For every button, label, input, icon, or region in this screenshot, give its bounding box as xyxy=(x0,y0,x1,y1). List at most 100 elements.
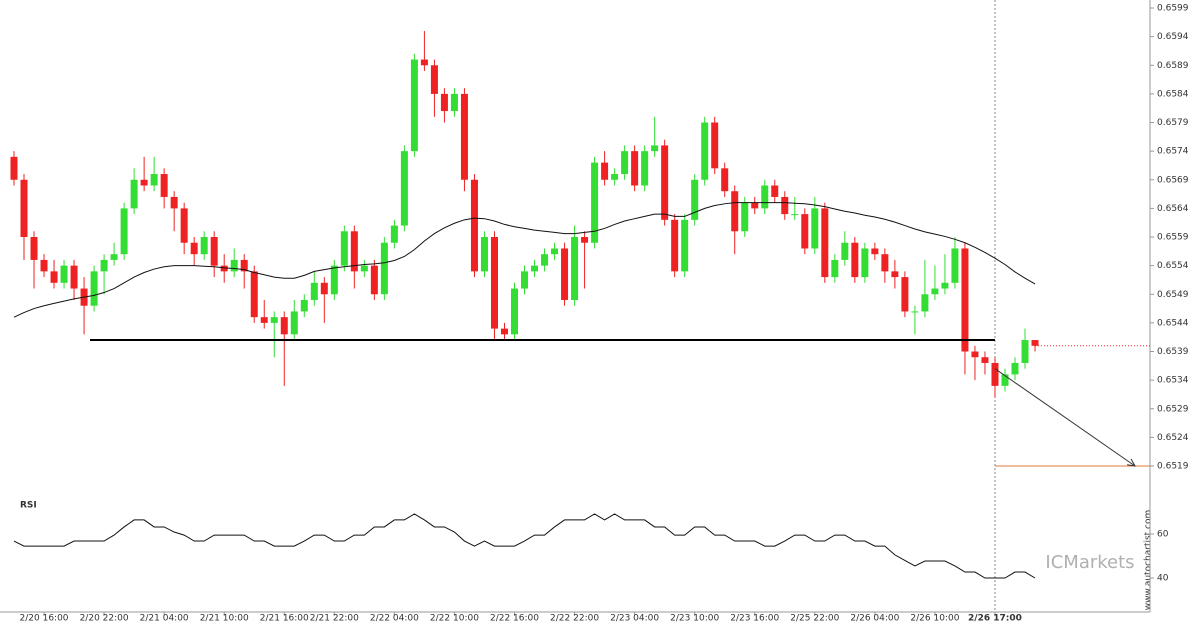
candle-body xyxy=(871,248,879,255)
candle-body xyxy=(611,174,619,180)
y-tick-label: 0.6544 xyxy=(1157,318,1189,328)
candle-body xyxy=(380,242,388,295)
candle-body xyxy=(641,151,649,186)
candle-body xyxy=(881,254,889,272)
candle-body xyxy=(561,248,569,300)
x-tick-label: 2/21 22:00 xyxy=(310,614,359,624)
y-tick-label: 0.6534 xyxy=(1157,376,1189,386)
candle-body xyxy=(661,145,669,220)
candle-body xyxy=(631,151,639,186)
x-tick-label: 2/25 22:00 xyxy=(790,614,839,624)
candle-body xyxy=(50,271,58,283)
x-tick-label: 2/23 16:00 xyxy=(730,614,779,624)
moving-average xyxy=(13,202,1036,318)
candle-body xyxy=(140,179,148,186)
candle-body xyxy=(971,351,979,358)
x-tick-label: 2/26 10:00 xyxy=(910,614,959,624)
y-tick-label: 0.6554 xyxy=(1157,261,1189,271)
candle-body xyxy=(320,282,328,295)
candle-body xyxy=(310,282,318,300)
candle-body xyxy=(330,265,338,295)
y-tick-label: 0.6559 xyxy=(1157,233,1189,243)
y-tick-label: 0.6599 xyxy=(1157,4,1189,14)
rsi-label: RSI xyxy=(20,501,37,511)
candle-body xyxy=(360,265,368,272)
candle-body xyxy=(390,225,398,243)
candle-body xyxy=(991,362,999,386)
candle-body xyxy=(190,242,198,255)
x-tick-label: 2/20 22:00 xyxy=(80,614,129,624)
candle-body xyxy=(70,265,78,289)
candle-body xyxy=(460,93,468,180)
candle-body xyxy=(721,168,729,192)
y-tick-label: 0.6579 xyxy=(1157,118,1189,128)
candle-body xyxy=(601,162,609,180)
arrow-head xyxy=(1127,458,1136,467)
rsi-line xyxy=(13,513,1036,579)
y-tick-label: 0.6589 xyxy=(1157,61,1189,71)
candle-body xyxy=(430,65,438,94)
candle-body xyxy=(60,265,68,283)
candle-body xyxy=(691,179,699,220)
candle-body xyxy=(500,328,508,335)
candle-body xyxy=(220,265,228,272)
candle-body xyxy=(470,179,478,272)
candle-body xyxy=(1031,340,1039,346)
candle-body xyxy=(801,214,809,249)
candle-body xyxy=(410,59,418,152)
x-tick-label: 2/22 16:00 xyxy=(490,614,539,624)
x-tick-label: 2/23 10:00 xyxy=(670,614,719,624)
candle-body xyxy=(711,122,719,169)
y-tick-label: 0.6574 xyxy=(1157,147,1189,157)
y-tick-label: 0.6539 xyxy=(1157,347,1189,357)
candle-body xyxy=(20,179,28,238)
candle-body xyxy=(340,231,348,266)
candle-body xyxy=(40,259,48,272)
x-tick-label: 2/23 04:00 xyxy=(610,614,659,624)
candle-body xyxy=(571,237,579,300)
candle-body xyxy=(761,185,769,209)
candle-body xyxy=(260,317,268,323)
candle-body xyxy=(100,259,108,272)
candle-body xyxy=(581,237,589,243)
candle-body xyxy=(240,259,248,272)
candle-body xyxy=(1011,362,1019,375)
candle-body xyxy=(440,93,448,112)
candle-body xyxy=(751,202,759,209)
candle-body xyxy=(300,299,308,312)
candle-body xyxy=(911,311,919,313)
x-tick-label: 2/26 04:00 xyxy=(850,614,899,624)
candle-body xyxy=(851,242,859,278)
candle-body xyxy=(831,259,839,278)
candle-body xyxy=(521,271,529,289)
y-tick-label: 0.6529 xyxy=(1157,404,1189,414)
candle-body xyxy=(170,196,178,209)
candle-body xyxy=(621,151,629,175)
candle-body xyxy=(480,237,488,272)
x-tick-label: 2/22 10:00 xyxy=(430,614,479,624)
candle-body xyxy=(781,196,789,215)
candle-body xyxy=(591,162,599,243)
candle-body xyxy=(511,288,518,335)
candle-body xyxy=(270,317,278,323)
candle-body xyxy=(811,208,819,249)
source-credit: www.autochartist.com xyxy=(1144,510,1154,611)
x-tick-label: 2/26 17:00 xyxy=(968,614,1022,624)
x-tick-label: 2/20 16:00 xyxy=(20,614,69,624)
candle-body xyxy=(420,59,428,66)
candle-body xyxy=(541,254,549,266)
x-tick-label: 2/21 04:00 xyxy=(140,614,189,624)
candle-body xyxy=(490,237,498,329)
candle-body xyxy=(861,248,869,278)
y-tick-label: 0.6584 xyxy=(1157,89,1189,99)
candle-body xyxy=(90,271,98,306)
candle-body xyxy=(701,122,709,180)
candle-body xyxy=(200,237,208,255)
candle-body xyxy=(651,145,659,152)
x-tick-label: 2/22 04:00 xyxy=(370,614,419,624)
candle-body xyxy=(981,357,989,363)
forecast-arrow xyxy=(994,368,1136,467)
candle-body xyxy=(130,179,138,209)
x-tick-label: 2/22 22:00 xyxy=(550,614,599,624)
